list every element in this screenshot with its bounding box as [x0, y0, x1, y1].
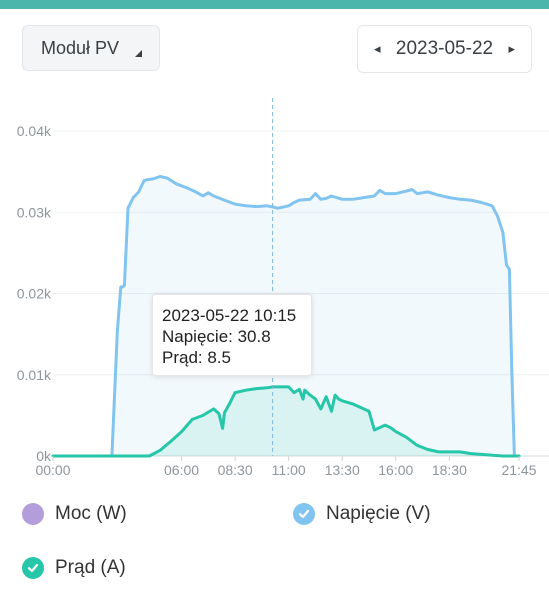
legend-label-current: Prąd (A) — [55, 557, 126, 578]
legend-item-voltage[interactable]: Napięcie (V) — [293, 503, 431, 525]
top-accent-bar — [0, 0, 549, 9]
series-line — [51, 175, 521, 458]
date-label[interactable]: 2023-05-22 — [395, 38, 494, 59]
x-tick-label: 06:00 — [164, 462, 199, 478]
series-area — [53, 386, 519, 456]
x-tick-label: 00:00 — [35, 462, 70, 478]
legend-dot-icon — [22, 503, 44, 525]
tooltip-time: 2023-05-22 10:15 — [162, 306, 297, 325]
tooltip-current: Prąd: 8.5 — [162, 348, 231, 367]
chart-gridlines — [53, 130, 549, 457]
x-tick-label: 11:00 — [272, 462, 306, 478]
y-tick-label: 0.02k — [17, 286, 52, 302]
x-tick-label: 13:30 — [325, 462, 360, 478]
date-picker: ◂ 2023-05-22 ▸ — [357, 25, 532, 73]
chart-tooltip: 2023-05-22 10:15 Napięcie: 30.8 Prąd: 8.… — [152, 294, 312, 376]
y-tick-label: 0.01k — [17, 367, 52, 383]
legend-check-icon — [293, 503, 315, 525]
y-tick-label: 0.03k — [17, 204, 52, 220]
chart[interactable]: 0k 0.01k 0.02k 0.03k 0.04k 00:00 06:00 08:30 11… — [0, 90, 549, 480]
module-selector-label: Moduł PV — [41, 37, 120, 58]
x-tick-label: 21:45 — [501, 462, 536, 478]
legend-label-voltage: Napięcie (V) — [326, 503, 431, 524]
y-tick-label: 0.04k — [17, 123, 52, 139]
x-tick-label: 18:30 — [432, 462, 467, 478]
series-line — [51, 385, 521, 458]
legend-item-power[interactable]: Moc (W) — [22, 503, 127, 525]
legend-label-power: Moc (W) — [55, 503, 127, 524]
tooltip-voltage: Napięcie: 30.8 — [162, 327, 271, 346]
y-tick-label: 0k — [36, 448, 52, 464]
legend-check-icon — [22, 557, 44, 579]
x-axis: 00:00 06:00 08:30 11:00 13:30 16:00 18:30 21:45 — [35, 456, 537, 478]
module-selector-button[interactable]: Moduł PV — [22, 25, 160, 71]
legend-item-current[interactable]: Prąd (A) — [22, 557, 126, 579]
x-tick-label: 16:00 — [378, 462, 413, 478]
prev-day-arrow-icon[interactable]: ◂ — [374, 41, 381, 56]
chart-lines — [51, 175, 521, 458]
y-axis: 0k 0.01k 0.02k 0.03k 0.04k — [17, 123, 52, 464]
dropdown-corner-icon — [135, 50, 142, 57]
x-tick-label: 08:30 — [218, 462, 253, 478]
next-day-arrow-icon[interactable]: ▸ — [508, 41, 515, 56]
